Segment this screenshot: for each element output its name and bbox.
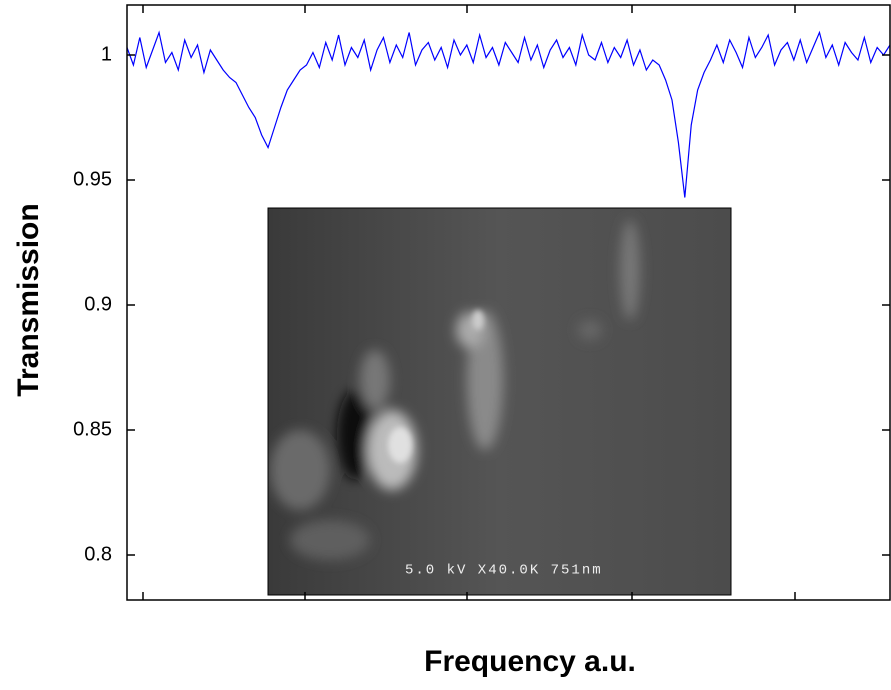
inset-image: 5.0 kV X40.0K 751nm: [268, 208, 731, 595]
x-ticks: [142, 5, 796, 600]
plot-frame: [126, 4, 891, 601]
inset-border: [267, 207, 732, 596]
y-tick-label: 0.95: [73, 168, 112, 190]
y-tick-label: 0.9: [84, 293, 112, 315]
y-tick-label: 0.8: [84, 543, 112, 565]
data-line: [126, 30, 891, 198]
inset-caption: 5.0 kV X40.0K 751nm: [405, 563, 603, 579]
y-axis-title: Transmission: [12, 203, 45, 396]
x-axis-title: Frequency a.u.: [424, 645, 636, 678]
y-tick-label: 0.85: [73, 418, 112, 440]
y-tick-label: 1: [101, 43, 112, 65]
